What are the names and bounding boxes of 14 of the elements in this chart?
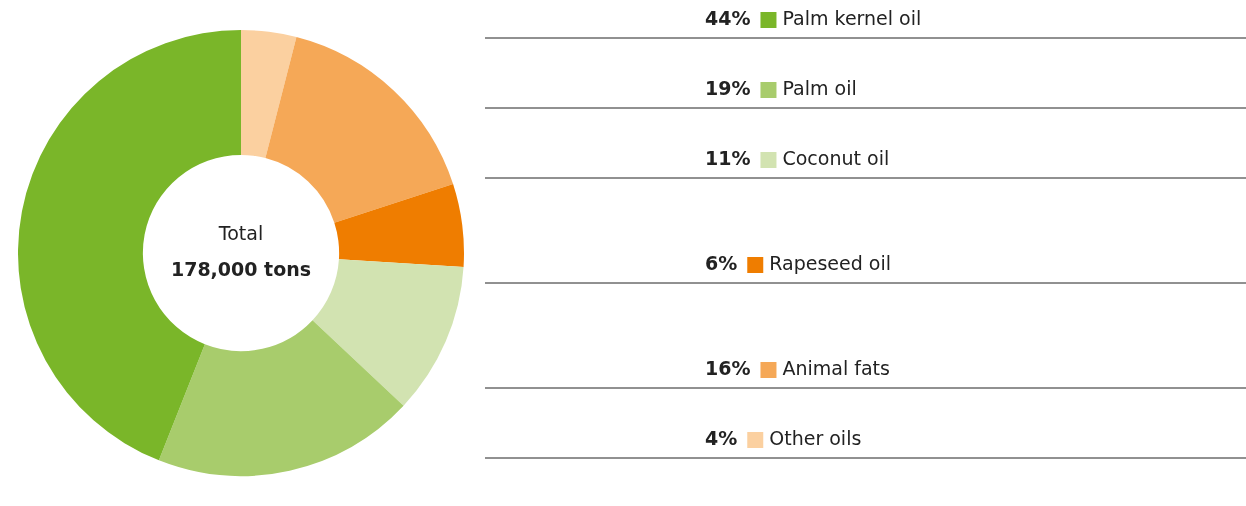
data-label: 6% bbox=[705, 251, 738, 274]
data-label: 16% bbox=[705, 356, 751, 379]
legend-label: Palm oil bbox=[782, 76, 857, 99]
data-label: 44% bbox=[705, 6, 751, 29]
legend-label: Coconut oil bbox=[782, 146, 890, 169]
legend-label: Palm kernel oil bbox=[782, 6, 922, 29]
legend-label: Animal fats bbox=[782, 356, 890, 379]
data-label: 11% bbox=[705, 146, 751, 169]
data-label: 19% bbox=[705, 76, 751, 99]
legend-label: Other oils bbox=[769, 426, 862, 449]
text: Total bbox=[217, 221, 264, 244]
legend-label: Rapeseed oil bbox=[769, 251, 892, 274]
data-label: 4% bbox=[705, 426, 738, 449]
text: 178,000 tons bbox=[170, 257, 312, 280]
